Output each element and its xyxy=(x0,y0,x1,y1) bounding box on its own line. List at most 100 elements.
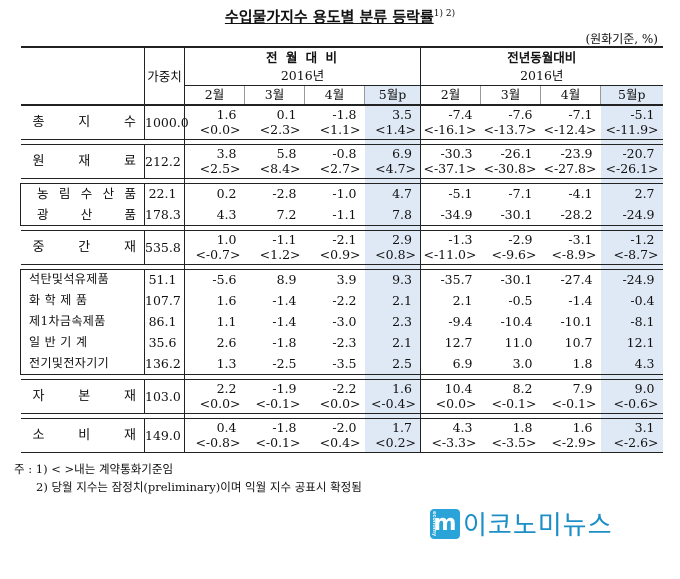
value-cell: -0.5 xyxy=(481,290,541,311)
publisher-logo: economy m 이코노미뉴스 xyxy=(430,505,613,542)
value-cell: -3.5 xyxy=(304,353,365,375)
change-value: -5.6 xyxy=(212,272,237,288)
contract-currency-value: <-0.1> xyxy=(551,396,597,411)
value-cell: 6.9 xyxy=(420,353,481,375)
value-cell: 6.9 <4.7> xyxy=(364,143,421,179)
table-row: 제1차금속제품 86.1 1.1 -1.4 -3.0 2.3 -9.4 -10.4 -10.1 -… xyxy=(20,311,663,332)
month-header: 4월 xyxy=(304,85,365,106)
value-cell: -7.6 <-13.7> xyxy=(480,104,541,140)
change-value: -1.8 xyxy=(332,107,357,123)
change-value: 11.0 xyxy=(504,335,533,350)
month-header: 2월 xyxy=(184,85,245,106)
value-cell: -3.0 xyxy=(305,311,365,332)
change-value: -20.7 xyxy=(622,146,655,161)
change-value: -10.1 xyxy=(560,314,593,329)
value-cell: -2.2 <0.0> xyxy=(304,378,365,414)
change-value: -30.3 xyxy=(440,146,473,161)
change-value: 4.7 xyxy=(392,186,412,202)
price-index-table: 가중치 전 월 대 비 전년동월대비 2016년 2016년 2월 3월 4월 5월p… xyxy=(20,46,663,453)
contract-currency-value: <-9.6> xyxy=(491,247,537,262)
value-cell: -1.4 xyxy=(245,290,305,311)
change-value: -7.1 xyxy=(568,107,593,123)
change-value: 9.0 xyxy=(634,381,655,396)
row-gap xyxy=(21,264,663,269)
mom-header: 전 월 대 비 xyxy=(184,46,421,67)
value-cell: 7.8 xyxy=(364,204,421,226)
change-value: 2.9 xyxy=(392,232,412,247)
value-cell: -10.4 xyxy=(481,311,541,332)
value-cell: -4.1 xyxy=(540,182,601,204)
weight-cell: 103.0 xyxy=(144,378,185,414)
month-header: 5월p xyxy=(600,85,663,106)
value-cell: -7.1 xyxy=(480,182,541,204)
yoy-year: 2016년 xyxy=(420,67,663,86)
value-cell: -2.2 xyxy=(305,290,365,311)
contract-currency-value: <0.8> xyxy=(375,247,416,262)
value-cell: 2.1 xyxy=(421,290,481,311)
change-value: -1.4 xyxy=(272,314,297,329)
row-label: 석탄및석유제품 xyxy=(20,268,145,290)
value-cell: 0.1 <2.3> xyxy=(244,104,305,140)
change-value: -4.1 xyxy=(568,186,593,202)
weight-cell: 107.7 xyxy=(144,290,185,311)
change-value: -1.4 xyxy=(272,293,297,308)
change-value: 1.8 xyxy=(572,355,593,371)
change-value: 1.7 xyxy=(392,420,412,435)
change-value: 0.4 xyxy=(216,420,237,435)
contract-currency-value: <-13.7> xyxy=(483,122,537,138)
row-label: 광 산 품 xyxy=(20,204,145,226)
change-value: -24.9 xyxy=(622,206,655,222)
contract-currency-value: <1.2> xyxy=(259,247,301,262)
change-value: 3.8 xyxy=(216,146,237,161)
contract-currency-value: <-2.6> xyxy=(613,435,659,450)
change-value: -35.7 xyxy=(440,272,473,288)
value-cell: -2.5 xyxy=(244,353,305,375)
value-cell: -24.9 xyxy=(600,268,663,290)
value-cell: 1.0 <-0.7> xyxy=(184,229,245,265)
change-value: 7.8 xyxy=(392,206,412,222)
change-value: -1.8 xyxy=(272,335,297,350)
table-row: 일 반 기 계 35.6 2.6 -1.8 -2.3 2.1 12.7 11.0 10.7 12.… xyxy=(20,332,663,353)
contract-currency-value: <1.4> xyxy=(375,122,416,138)
weight-cell: 86.1 xyxy=(144,311,185,332)
table-row: 중 간 재 535.8 1.0 <-0.7> -1.1 <1.2> -2.1 <0.9> 2.9… xyxy=(20,229,663,265)
change-value: -0.5 xyxy=(508,293,533,308)
change-value: 4.3 xyxy=(452,420,473,435)
value-cell: 2.6 xyxy=(185,332,245,353)
row-gap xyxy=(21,178,663,183)
row-label: 전기및전자기기 xyxy=(20,353,145,375)
value-cell: 4.7 xyxy=(364,182,421,204)
contract-currency-value: <-26.1> xyxy=(605,161,659,176)
change-value: -30.1 xyxy=(500,206,533,222)
table-row: 광 산 품 178.3 4.3 7.2 -1.1 7.8 -34.9 -30.1 -28.2 -2… xyxy=(20,204,663,226)
value-cell: 1.1 xyxy=(185,311,245,332)
table-row: 총 지 수 1000.0 1.6 <0.0> 0.1 <2.3> -1.8 <1.1> 3.5 <… xyxy=(20,104,663,140)
change-value: -24.9 xyxy=(622,272,655,288)
change-value: 1.6 xyxy=(392,381,412,396)
month-header: 4월 xyxy=(540,85,601,106)
month-header: 3월 xyxy=(244,85,305,106)
contract-currency-value: <0.4> xyxy=(319,435,361,450)
title-text: 수입물가지수 용도별 분류 등락률 xyxy=(224,8,434,26)
weight-cell: 35.6 xyxy=(144,332,185,353)
change-value: -30.1 xyxy=(500,272,533,288)
contract-currency-value: <-2.9> xyxy=(551,435,597,450)
contract-currency-value: <-27.8> xyxy=(543,161,597,176)
table-row: 원 재 료 212.2 3.8 <2.5> 5.8 <8.4> -0.8 <2.7> 6.9 <4… xyxy=(20,143,663,179)
value-cell: -8.1 xyxy=(600,311,663,332)
row-label: 제1차금속제품 xyxy=(20,311,145,332)
value-cell: 1.7 <0.2> xyxy=(364,417,421,453)
value-cell: 4.3 xyxy=(600,353,663,375)
change-value: 3.5 xyxy=(392,107,412,123)
change-value: 3.9 xyxy=(336,272,357,288)
logo-text: 이코노미뉴스 xyxy=(463,511,613,541)
change-value: 1.0 xyxy=(216,232,237,247)
value-cell: -20.7 <-26.1> xyxy=(600,143,663,179)
change-value: 7.9 xyxy=(572,381,593,396)
change-value: -2.2 xyxy=(332,381,357,396)
yoy-header: 전년동월대비 xyxy=(420,46,663,67)
change-value: 3.1 xyxy=(634,420,655,435)
value-cell: 1.6 <-2.9> xyxy=(540,417,601,453)
change-value: 1.6 xyxy=(216,293,237,308)
footnote-1: 주 : 1) < >내는 계약통화기준임 xyxy=(14,462,174,476)
